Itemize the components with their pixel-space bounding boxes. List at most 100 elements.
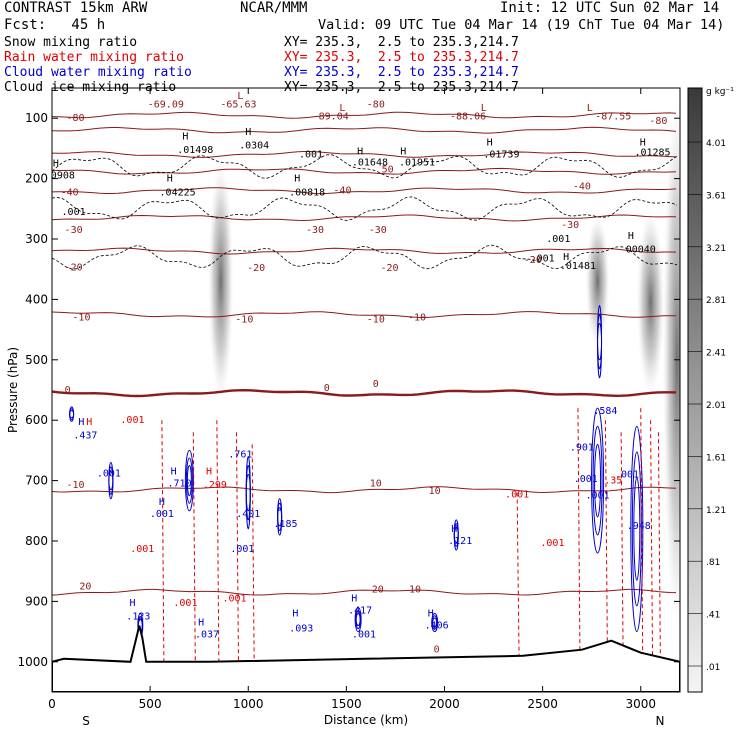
contour-label: .437: [73, 430, 97, 441]
contour-label: .001: [615, 470, 639, 481]
contour-label: .001: [505, 490, 529, 501]
contour-label: 20: [372, 584, 384, 595]
contour-label: .417: [348, 605, 372, 616]
snow-shading-layer: [208, 94, 680, 632]
contour-label: -10: [67, 480, 85, 491]
contour-label: 0: [324, 383, 330, 394]
init-time: Init: 12 UTC Sun 02 Mar 14: [500, 0, 720, 16]
colorbar-unit: g kg⁻¹: [706, 87, 734, 97]
contour-label: -80: [67, 113, 85, 124]
contour-label: .948: [627, 521, 651, 532]
contour-label: .185: [273, 519, 297, 530]
contour-label: .710: [168, 479, 192, 490]
rain-contour-3: [235, 432, 239, 662]
contour-label: .001: [62, 207, 86, 218]
cloud-water-contour-0-2: [69, 410, 75, 419]
contour-label: -10: [367, 314, 385, 325]
isotherm--50: [52, 167, 677, 175]
contour-label: .001: [574, 474, 598, 485]
contour-label: H: [563, 252, 569, 263]
terrain-line: [52, 625, 680, 692]
cloud-water-contour-3-2: [245, 474, 251, 512]
contour-label: .001: [352, 630, 376, 641]
contour-label: -40: [333, 186, 351, 197]
cloud-water-contour-9-1: [592, 425, 603, 536]
contour-label: .01481: [560, 261, 596, 272]
colorbar: [687, 87, 703, 693]
contour-label: -69.09: [148, 99, 184, 110]
contour-label: .401: [236, 509, 260, 520]
contour-label: H: [171, 467, 177, 478]
contour-label: -40: [61, 188, 79, 199]
colorbar-tick-label: 2.81: [706, 296, 726, 306]
contour-label: -20: [524, 255, 542, 266]
contour-label: H: [198, 618, 204, 629]
contour-label: -30: [561, 220, 579, 231]
snow-plume-3: [662, 94, 680, 632]
contour-label: L: [481, 103, 487, 114]
contour-label: -10: [235, 314, 253, 325]
ice-contour-1: [52, 196, 678, 221]
valid-time: Valid: 09 UTC Tue 04 Mar 14 (19 ChT Tue …: [318, 17, 725, 33]
y-tick-label: 1000: [17, 655, 48, 669]
snow-plume-0: [208, 160, 234, 403]
cloud-water-contour-2-1: [185, 457, 193, 504]
contour-label: 10: [429, 486, 441, 497]
contour-label: L: [587, 103, 593, 114]
isotherm--10: [52, 311, 676, 319]
rain-contour-7: [604, 420, 608, 656]
cloud-contours: [52, 154, 678, 662]
colorbar-ticks: 4.01 3.61 3.21 2.81 2.41 2.01 1.61 1.21 .81 .41 .0…: [688, 139, 726, 673]
snow-plume-2: [636, 208, 665, 397]
contour-label: .35: [604, 476, 622, 487]
rain-contour-4: [251, 444, 255, 662]
x-tick-label: 3000: [625, 697, 656, 711]
contour-label: H: [351, 593, 357, 604]
isotherm--60: [52, 151, 677, 158]
legend-rain-name: Rain water mixing ratio: [4, 50, 185, 65]
cloud-water-contour-8-2: [432, 617, 438, 628]
y-tick-label: 100: [25, 111, 48, 125]
contour-label: -40: [573, 181, 591, 192]
contour-label: .001: [130, 544, 154, 555]
cloud-water-contour-10-0: [630, 425, 644, 633]
rain-contour-6: [577, 408, 581, 656]
contour-label: 00908: [45, 171, 75, 182]
contour-label: 20: [79, 581, 91, 592]
ice-contour-0: [52, 154, 678, 179]
y-axis-title: Pressure (hPa): [6, 347, 20, 433]
contour-label: H: [206, 467, 212, 478]
contour-label: -20: [381, 263, 399, 274]
contour-label: .01285: [634, 148, 670, 159]
isotherm--40: [52, 187, 677, 195]
contour-label: .001: [546, 234, 570, 245]
contour-label: 10: [370, 479, 382, 490]
x-tick-label: 0: [48, 697, 56, 711]
contour-label: -80: [367, 99, 385, 110]
south-label: S: [82, 714, 90, 728]
contour-label: H: [357, 146, 363, 157]
colorbar-tick-label: .41: [706, 611, 720, 621]
center-name: NCAR/MMM: [240, 0, 308, 16]
colorbar-tick-label: .81: [706, 558, 720, 568]
contour-labels: -69.09 -65.63 -80 -80 -89.04 -88.06 -87.55 -80 L…: [45, 91, 671, 656]
contour-label: .001: [299, 149, 323, 160]
contour-label: .406: [425, 621, 449, 632]
cloud-water-contour-10-2: [633, 477, 641, 581]
isotherm--30: [52, 214, 677, 222]
cloud-water-contour-11-2: [597, 323, 603, 361]
colorbar-tick-label: 1.21: [706, 506, 726, 516]
rain-contour-5: [516, 492, 520, 662]
contour-label: H: [167, 174, 173, 185]
y-tick-label: 600: [25, 413, 48, 427]
x-tick-label: 1000: [233, 697, 264, 711]
rain-contour-10: [650, 420, 654, 662]
contour-label: H: [182, 131, 188, 142]
model-title: CONTRAST 15km ARW: [4, 0, 148, 16]
contour-label: H: [129, 598, 135, 609]
rain-contour-11: [657, 432, 661, 662]
contour-label: H: [428, 609, 434, 620]
cloud-water-contour-2-2: [186, 465, 192, 497]
